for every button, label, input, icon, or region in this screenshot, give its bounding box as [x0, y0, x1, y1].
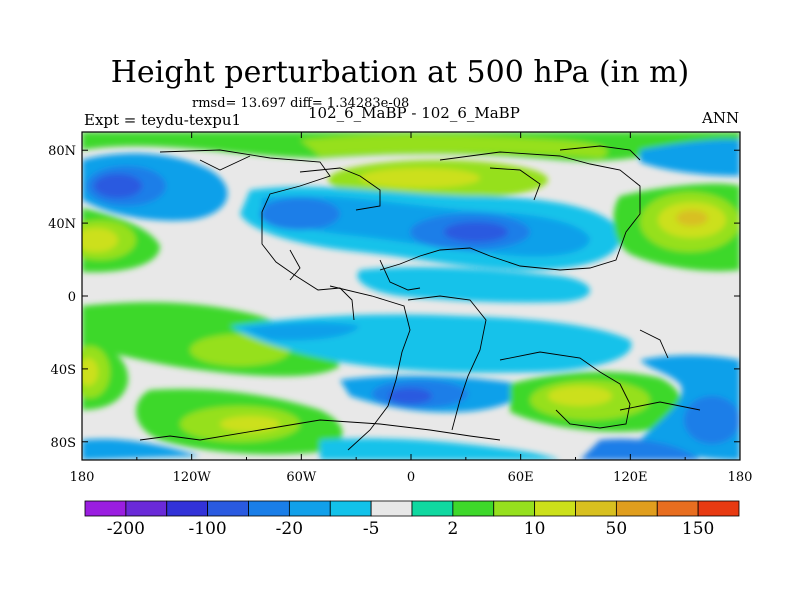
experiment-label: Expt = teydu-texpu1	[84, 111, 242, 129]
contour-region	[260, 198, 340, 230]
lat-tick-label: 80S	[51, 436, 76, 451]
colorbar-swatch	[534, 500, 576, 517]
colorbar-swatch	[207, 500, 249, 517]
coastline-path	[619, 401, 701, 411]
lon-tick-label: 120E	[613, 470, 647, 485]
colorbar-swatch	[411, 500, 454, 517]
colorbar-swatch	[615, 500, 658, 517]
lon-tick-label: 120W	[173, 470, 212, 485]
contour-region	[684, 396, 740, 444]
coastline-path	[289, 249, 301, 281]
colorbar-swatch	[329, 500, 372, 517]
colorbar-swatch	[248, 500, 290, 517]
coastline-path	[379, 259, 421, 291]
colorbar-swatch	[697, 500, 740, 517]
lat-tick-label: 80N	[48, 144, 76, 159]
contour-region	[548, 386, 612, 406]
season-label: ANN	[702, 109, 740, 127]
contour-region	[444, 222, 508, 242]
longitude-axis: 180 120W 60W 0 60E 120E 180	[70, 132, 753, 485]
contour-region	[240, 322, 360, 341]
contour-region	[640, 139, 740, 176]
contour-region	[320, 438, 560, 460]
coastline-path	[329, 285, 411, 451]
lat-tick-label: 40S	[51, 363, 76, 378]
coastline-path	[199, 419, 501, 441]
colorbar-label: -100	[189, 519, 227, 539]
coastline-path	[407, 295, 487, 431]
colorbar: -200 -100 -20 -5 2 10 50 150	[84, 500, 740, 539]
colorbar-label: 2	[447, 519, 458, 539]
coastline-path	[199, 155, 251, 171]
lon-tick-label: 60E	[508, 470, 534, 485]
colorbar-swatch	[166, 500, 209, 517]
lat-tick-label: 0	[68, 290, 76, 305]
lon-tick-label: 0	[407, 470, 415, 485]
contour-region	[357, 267, 590, 303]
colorbar-label: -200	[107, 519, 145, 539]
colorbar-label: 150	[682, 519, 714, 539]
plot-title: Height perturbation at 500 hPa (in m)	[110, 55, 690, 90]
contour-region	[82, 438, 200, 460]
contour-region	[300, 134, 608, 158]
coastlines	[139, 145, 701, 451]
colorbar-swatch	[125, 500, 168, 517]
coastline-path	[299, 167, 381, 211]
contour-region	[82, 358, 98, 386]
coastline-path	[499, 351, 631, 429]
center-label: 102_6_MaBP - 102_6_MaBP	[308, 104, 520, 122]
coastline-path	[559, 145, 641, 161]
colorbar-label: -20	[276, 519, 303, 539]
contour-region	[676, 210, 708, 226]
colorbar-label: 50	[606, 519, 628, 539]
contour-region	[580, 438, 700, 460]
contour-region	[94, 174, 142, 198]
coastline-path	[379, 151, 641, 271]
contour-region	[388, 388, 432, 404]
colorbar-swatch	[84, 500, 127, 517]
latitude-axis: 80N 40N 0 40S 80S	[48, 144, 740, 451]
coastline-path	[139, 435, 201, 441]
contour-region	[82, 228, 118, 252]
colorbar-swatch	[452, 500, 495, 517]
lon-tick-label: 180	[70, 470, 95, 485]
map-panel	[81, 131, 741, 461]
coastline-path	[159, 149, 355, 321]
lat-tick-label: 40N	[48, 217, 76, 232]
colorbar-swatch	[370, 500, 413, 517]
colorbar-swatch	[575, 500, 617, 517]
lon-tick-label: 60W	[286, 470, 317, 485]
contour-field	[82, 132, 740, 460]
coastline-path	[489, 167, 541, 201]
colorbar-swatch	[656, 500, 699, 517]
colorbar-label: 10	[524, 519, 546, 539]
stats-label: rmsd= 13.697 diff= 1.34283e-08	[192, 96, 410, 111]
colorbar-label: -5	[363, 519, 380, 539]
colorbar-swatch	[493, 500, 536, 517]
colorbar-swatch	[288, 500, 331, 517]
lon-tick-label: 180	[728, 470, 753, 485]
coastline-path	[639, 329, 669, 359]
contour-region	[360, 168, 480, 188]
contour-region	[220, 416, 280, 432]
